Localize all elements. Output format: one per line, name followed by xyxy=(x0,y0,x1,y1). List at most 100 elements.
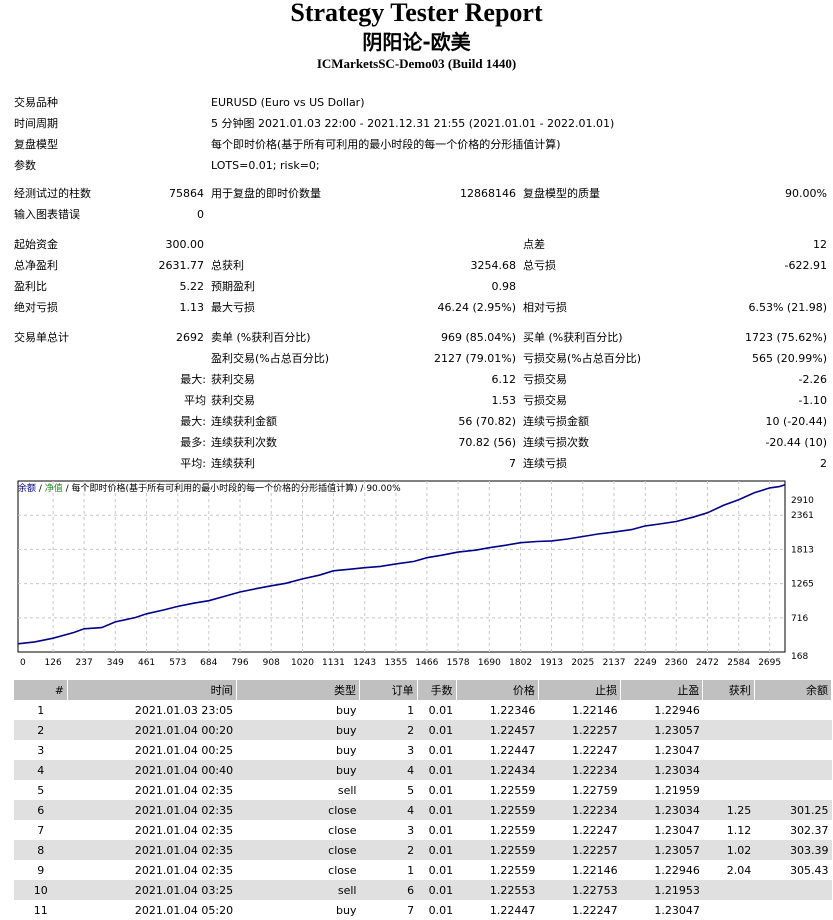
order-cell: 8 xyxy=(14,840,68,860)
order-cell xyxy=(754,880,832,900)
row-profit-factor: 盈利比 5.22 预期盈利 0.98 xyxy=(0,277,833,297)
order-cell: close xyxy=(236,800,360,820)
profit-trades-value: 2127 (79.01%) xyxy=(433,352,516,365)
gross-profit-label: 总获利 xyxy=(211,259,244,272)
chart-x-tick-label: 461 xyxy=(138,658,155,668)
avg-consecutive-prefix: 平均: xyxy=(180,457,206,470)
order-cell: close xyxy=(328,863,357,877)
chart-balance-series-line xyxy=(17,483,786,645)
orders-column-header[interactable]: 价格 xyxy=(456,680,539,700)
bars-value: 75864 xyxy=(169,187,204,200)
order-cell: 0.01 xyxy=(417,840,457,860)
chart-x-tick-label: 573 xyxy=(169,658,186,668)
abs-drawdown-value: 1.13 xyxy=(179,301,205,314)
row-average: 平均 获利交易 1.53 亏损交易 -1.10 xyxy=(0,391,833,411)
chart-x-tick-label: 126 xyxy=(45,658,62,668)
gross-profit-value: 3254.68 xyxy=(470,259,517,272)
order-cell xyxy=(754,900,831,920)
order-row: 3 2021.01.04 00:25 buy 3 0.01 1.22447 1.22247 1… xyxy=(14,740,832,760)
orders-column-header[interactable]: 手数 xyxy=(417,680,457,700)
orders-column-header[interactable]: 余额 xyxy=(754,680,833,700)
row-symbol: 交易品种 EURUSD (Euro vs US Dollar) xyxy=(0,93,833,113)
order-cell: 303.39 xyxy=(754,840,832,860)
orders-column-header[interactable]: 类型 xyxy=(236,680,361,700)
row-model: 复盘模型 每个即时价格(基于所有可利用的最小时段的每一个价格的分形插值计算) xyxy=(0,135,833,155)
order-cell: 10 xyxy=(14,880,68,900)
report-header: Strategy Tester Report 阴阳论-欧美 ICMarketsS… xyxy=(0,0,833,72)
order-cell: 1.22759 xyxy=(572,783,618,797)
row-max-consecutive: 最大: 连续获利金额 56 (70.82) 连续亏损金额 10 (-20.44) xyxy=(0,412,833,432)
order-cell: 2021.01.04 03:25 xyxy=(67,880,237,900)
order-row: 9 2021.01.04 02:35 close 1 0.01 1.22559 1.2214… xyxy=(14,860,832,880)
orders-column-header[interactable]: # xyxy=(14,680,68,700)
order-cell xyxy=(754,720,832,740)
order-cell: 0.01 xyxy=(417,880,457,900)
order-cell: 2 xyxy=(14,720,68,740)
order-cell: 302.37 xyxy=(790,823,829,837)
chart-x-tick-label: 349 xyxy=(107,658,124,668)
orders-column-header[interactable]: 订单 xyxy=(359,680,418,700)
order-cell: 2021.01.04 02:35 xyxy=(134,783,234,797)
order-cell: 4 xyxy=(359,760,418,780)
order-cell: 1.22234 xyxy=(538,760,621,780)
order-cell: 1.22559 xyxy=(489,863,536,877)
order-cell xyxy=(754,780,831,800)
balance-chart: 0 126 237 349 461 573 684 796 908 1020 1131 1243 135… xyxy=(14,479,830,671)
order-cell: 3 xyxy=(407,823,415,837)
order-cell: buy xyxy=(236,720,360,740)
order-cell: 1.23057 xyxy=(620,720,703,740)
errors-label: 输入图表错误 xyxy=(14,208,80,221)
chart-y-tick-label: 1265 xyxy=(791,580,814,590)
chart-x-tick-label: 1913 xyxy=(540,658,563,668)
orders-column-header[interactable]: 止损 xyxy=(538,680,622,700)
chart-x-tick-label: 2137 xyxy=(603,658,626,668)
order-cell: 1.22559 xyxy=(489,823,536,837)
order-row: 8 2021.01.04 02:35 close 2 0.01 1.22559 1.2225… xyxy=(14,840,832,860)
orders-column-header[interactable]: 时间 xyxy=(67,680,237,700)
order-cell: 1.21959 xyxy=(654,783,700,797)
quality-value: 90.00% xyxy=(785,187,827,200)
order-cell: buy xyxy=(336,903,357,917)
order-cell: 301.25 xyxy=(754,800,832,820)
row-params: 参数 LOTS=0.01; risk=0; xyxy=(0,156,833,176)
max-cons-wins-label: 连续获利金额 xyxy=(211,415,277,428)
order-cell: close xyxy=(236,840,360,860)
spread-value: 12 xyxy=(813,238,827,251)
order-cell: 4 xyxy=(14,760,68,780)
chart-x-tick-label: 1355 xyxy=(384,658,407,668)
orders-column-header[interactable]: 获利 xyxy=(702,680,755,700)
long-trades-label: 买单 (%获利百分比) xyxy=(523,331,623,344)
row-period: 时间周期 5 分钟图 2021.01.03 22:00 - 2021.12.31… xyxy=(0,114,833,134)
max-cons-loss-value: -20.44 (10) xyxy=(765,436,827,449)
chart-x-tick-label: 1243 xyxy=(353,658,376,668)
chart-x-tick-label: 908 xyxy=(263,658,280,668)
row-total-trades: 交易单总计 2692 卖单 (%获利百分比) 969 (85.04%) 买单 (… xyxy=(0,328,833,348)
largest-loss-value: -2.26 xyxy=(798,373,827,386)
order-cell: 1 xyxy=(407,863,415,877)
order-cell: 9 xyxy=(37,863,45,877)
chart-y-tick-label: 716 xyxy=(791,614,808,624)
order-cell: 1.22559 xyxy=(456,840,539,860)
order-cell: 1.23047 xyxy=(654,903,700,917)
chart-title-rest: / 每个即时价格(基于所有可利用的最小时段的每一个价格的分形插值计算) / 90… xyxy=(62,484,401,494)
row-drawdown: 绝对亏损 1.13 最大亏损 46.24 (2.95%) 相对亏损 6.53% … xyxy=(0,298,833,318)
order-cell: buy xyxy=(236,760,360,780)
chart-y-tick-label: 2361 xyxy=(791,511,814,521)
order-cell: 0.01 xyxy=(428,903,454,917)
order-cell: 7 xyxy=(37,823,45,837)
order-cell xyxy=(702,720,755,740)
order-cell: 1.22946 xyxy=(654,703,700,717)
row-profit-loss-trades: 盈利交易(%占总百分比) 2127 (79.01%) 亏损交易(%占总百分比) … xyxy=(0,349,833,369)
orders-column-header[interactable]: 止盈 xyxy=(620,680,704,700)
max-cons-profit-label: 连续获利次数 xyxy=(211,436,277,449)
order-cell: 2021.01.04 02:35 xyxy=(67,840,237,860)
order-row: 4 2021.01.04 00:40 buy 4 0.01 1.22434 1.22234 1… xyxy=(14,760,832,780)
max-drawdown-label: 最大亏损 xyxy=(211,301,255,314)
order-cell: 0.01 xyxy=(417,760,457,780)
order-cell: 1.23047 xyxy=(654,823,700,837)
order-cell: 1.22753 xyxy=(538,880,621,900)
period-value: 5 分钟图 2021.01.03 22:00 - 2021.12.31 21:5… xyxy=(211,117,615,130)
order-cell xyxy=(703,740,754,760)
max-drawdown-value: 46.24 (2.95%) xyxy=(437,301,516,314)
order-cell: 7 xyxy=(407,903,415,917)
